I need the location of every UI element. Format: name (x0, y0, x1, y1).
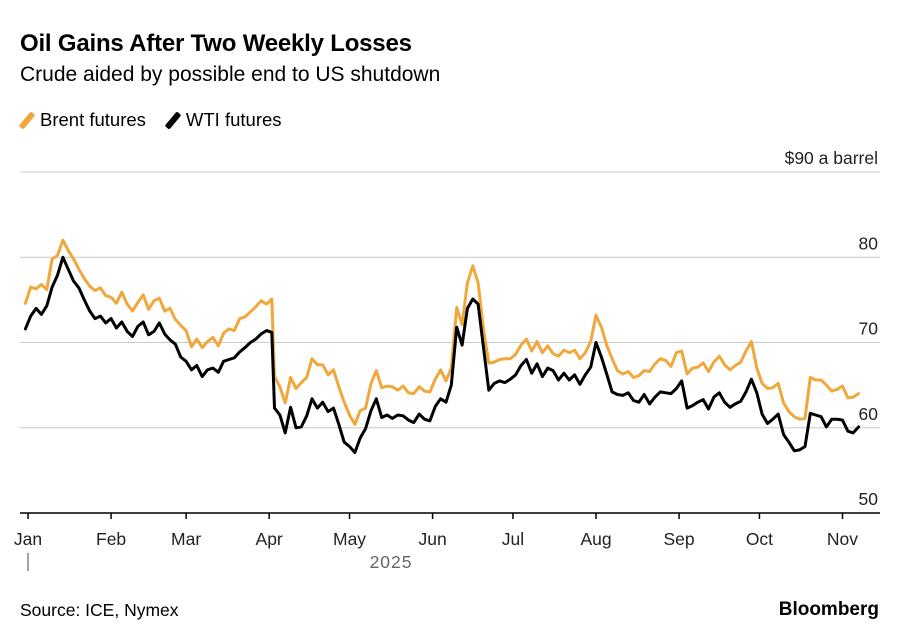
series-lines (23, 238, 861, 454)
y-tick-label-60: 60 (859, 404, 879, 424)
legend: Brent futures WTI futures (18, 109, 302, 131)
x-tick-label-aug: Aug (580, 529, 611, 549)
legend-label-wti: WTI futures (185, 109, 282, 130)
series-line-brent (23, 238, 861, 426)
chart-subtitle: Crude aided by possible end to US shutdo… (20, 63, 441, 86)
x-tick-label-may: May (333, 529, 366, 549)
series-line-wti (23, 255, 861, 454)
x-tick-label-jan: Jan (14, 529, 42, 549)
x-tick-label-sep: Sep (663, 529, 694, 549)
axis-labels: $90 a barrel 80 70 60 50 Jan Feb Mar Apr May Jun Ju… (14, 148, 878, 572)
legend-swatch-wti (164, 110, 182, 130)
brand-logo: Bloomberg (778, 599, 879, 620)
x-tick-label-apr: Apr (256, 529, 283, 549)
source-note: Source: ICE, Nymex (20, 600, 179, 620)
x-tick-label-nov: Nov (827, 529, 858, 549)
x-tick-label-oct: Oct (746, 529, 773, 549)
x-tick-label-mar: Mar (171, 529, 201, 549)
legend-label-brent: Brent futures (40, 109, 146, 130)
x-tick-label-jul: Jul (502, 529, 524, 549)
legend-swatch-brent (18, 110, 36, 130)
legend-item-wti: WTI futures (164, 109, 282, 131)
legend-item-brent: Brent futures (18, 109, 146, 131)
x-axis (20, 512, 880, 571)
year-label: 2025 (370, 552, 413, 572)
gridlines (20, 171, 880, 429)
x-tick-label-feb: Feb (96, 529, 126, 549)
y-tick-label-50: 50 (859, 489, 879, 509)
y-tick-label-70: 70 (859, 319, 879, 339)
y-tick-label-90: $90 a barrel (785, 148, 878, 168)
x-tick-label-jun: Jun (418, 529, 446, 549)
chart-title: Oil Gains After Two Weekly Losses (20, 30, 412, 57)
y-tick-label-80: 80 (859, 233, 879, 253)
